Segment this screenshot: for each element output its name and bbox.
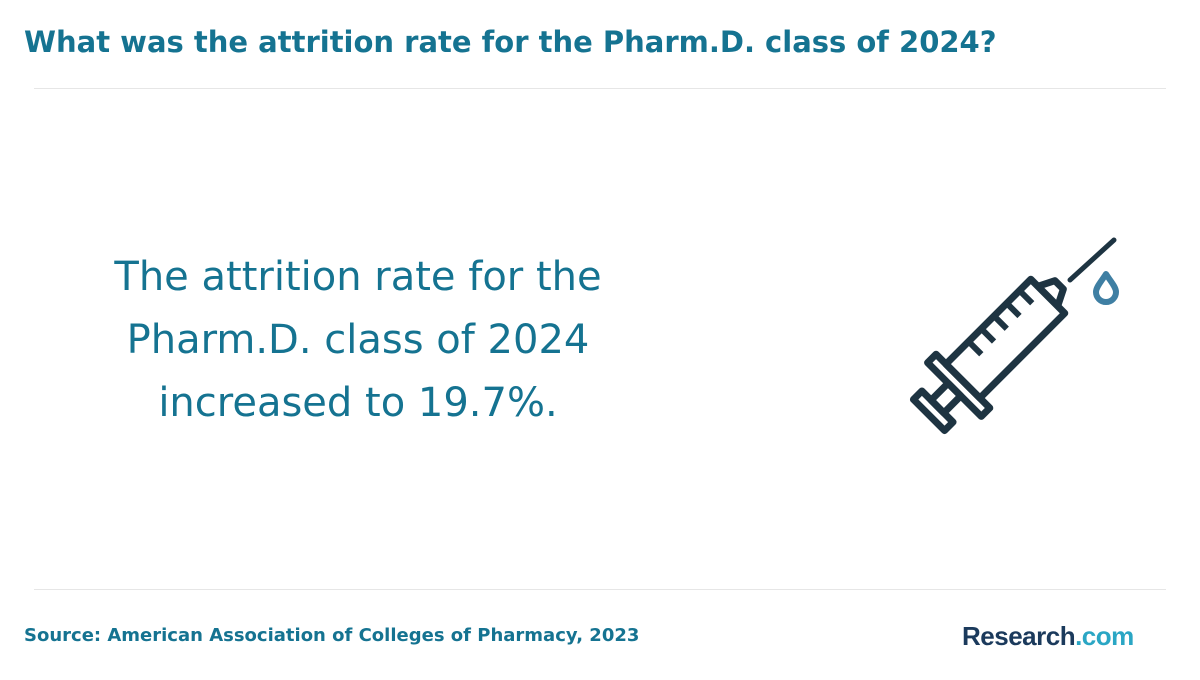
drop-icon <box>1093 271 1119 305</box>
syringe-icon <box>900 224 1140 454</box>
statement: The attrition rate for the Pharm.D. clas… <box>58 246 658 435</box>
statement-line: The attrition rate for the <box>114 254 602 300</box>
statement-line: Pharm.D. class of 2024 <box>126 317 590 363</box>
logo-tld: .com <box>1075 621 1134 651</box>
footer-divider <box>34 589 1166 590</box>
header-divider <box>34 88 1166 89</box>
research-com-logo: Research.com <box>962 618 1134 654</box>
source-citation: Source: American Association of Colleges… <box>24 625 640 646</box>
logo-brand: Research <box>962 621 1076 651</box>
statement-line: increased to 19.7%. <box>158 380 558 426</box>
page-title: What was the attrition rate for the Phar… <box>24 25 997 59</box>
